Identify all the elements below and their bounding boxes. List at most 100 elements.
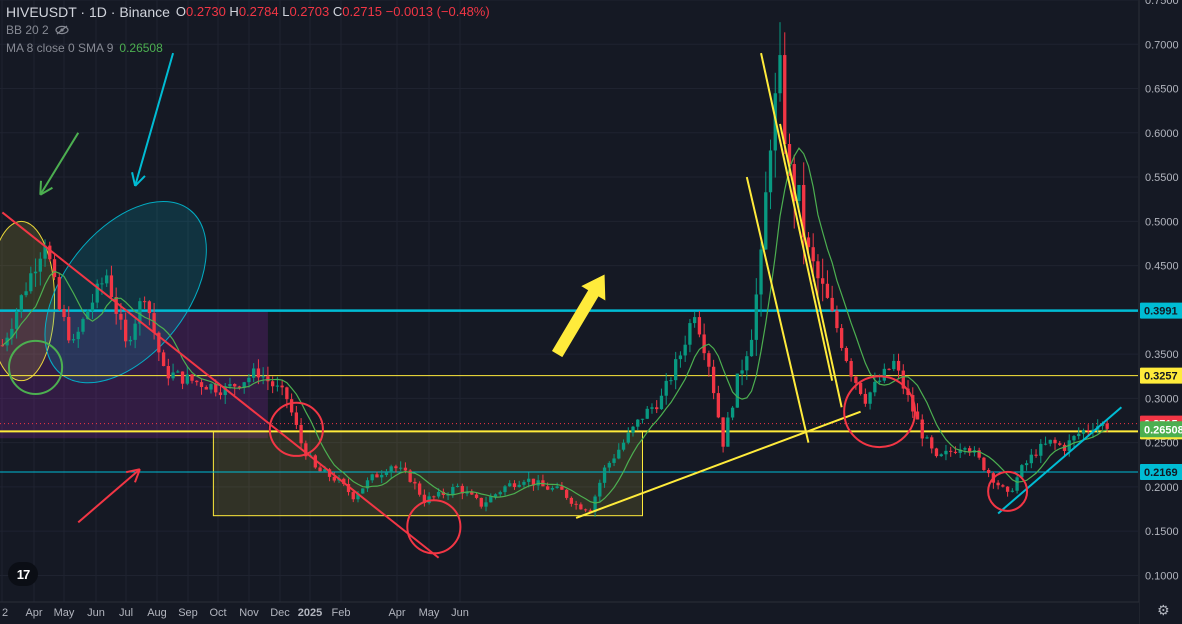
trendline: [575, 410, 861, 519]
candle-body: [877, 380, 882, 382]
candle: [204, 385, 208, 390]
gear-icon[interactable]: ⚙: [1157, 602, 1170, 618]
candle-body: [408, 470, 412, 482]
candle: [52, 253, 57, 281]
y-tick-label: 0.2000: [1145, 482, 1179, 494]
candle-body: [939, 454, 943, 457]
candle: [863, 388, 868, 407]
candle-body: [199, 382, 204, 387]
candle: [982, 456, 986, 472]
candle: [128, 336, 133, 346]
candle: [593, 494, 597, 517]
candle-body: [711, 366, 716, 394]
annotation-circle: [843, 375, 916, 449]
candle-body: [1105, 423, 1109, 429]
candle-body: [688, 323, 692, 345]
candle-body: [949, 450, 953, 452]
arrow-head: [39, 186, 53, 196]
candle: [939, 453, 943, 457]
candle-body: [868, 392, 872, 404]
candle: [1020, 463, 1024, 479]
candle-body: [1024, 463, 1029, 466]
candle-body: [583, 509, 588, 511]
candle: [503, 484, 507, 496]
y-tick-label: 0.4500: [1145, 261, 1179, 273]
candle-body: [474, 494, 479, 498]
candle: [527, 472, 531, 488]
candle-body: [365, 480, 370, 489]
annotation-circle: [406, 499, 462, 555]
candle-body: [896, 360, 901, 371]
candle: [474, 492, 479, 500]
tradingview-logo-icon[interactable]: 17: [8, 562, 38, 586]
candle-body: [555, 486, 559, 488]
candle-body: [982, 457, 986, 470]
candle-body: [327, 469, 332, 477]
candle: [636, 419, 640, 431]
candle-body: [280, 385, 284, 388]
candle-body: [958, 449, 962, 453]
candle-body: [858, 382, 863, 394]
y-tick-label: 0.5000: [1145, 216, 1179, 228]
candle-body: [294, 412, 299, 425]
y-tick-label: 0.1000: [1145, 570, 1179, 582]
candle: [105, 269, 109, 287]
candle: [930, 435, 934, 454]
candle: [247, 373, 251, 388]
candle-body: [569, 497, 574, 504]
candle-body: [740, 370, 744, 374]
candle-body: [484, 502, 488, 507]
arrow-shape: [551, 274, 606, 358]
candle: [176, 369, 180, 373]
price-badge-label: 0.3257: [1144, 371, 1178, 383]
candle-body: [702, 334, 706, 354]
candle-body: [43, 245, 47, 259]
candle: [351, 491, 355, 503]
candle: [1081, 428, 1086, 441]
candle: [1053, 437, 1057, 450]
candle-body: [745, 356, 749, 371]
candle-body: [289, 399, 294, 413]
candle-body: [730, 407, 735, 418]
candle: [953, 446, 958, 455]
candle: [299, 418, 303, 449]
candle: [754, 278, 758, 356]
candle: [602, 465, 607, 488]
candle-body: [81, 319, 85, 332]
x-tick-label: Dec: [270, 607, 290, 619]
price-badge-bg: [1140, 421, 1182, 438]
candle-body: [1053, 439, 1057, 444]
candle: [138, 297, 142, 336]
candle-body: [252, 368, 256, 378]
candle: [996, 480, 1000, 490]
candle: [659, 388, 664, 410]
candle-body: [351, 492, 355, 500]
candle-body: [882, 368, 886, 381]
candle-body: [602, 467, 607, 483]
candle-body: [636, 419, 640, 427]
candle-body: [1010, 490, 1015, 492]
candle: [569, 496, 574, 507]
candle-body: [901, 370, 905, 389]
candle: [280, 379, 284, 396]
candle: [508, 480, 512, 487]
candle-body: [152, 313, 156, 333]
candle: [270, 376, 275, 394]
arrow-head: [125, 468, 141, 474]
x-tick-label: 2: [2, 607, 8, 619]
candle: [1058, 441, 1062, 447]
candle: [171, 363, 175, 381]
candle: [664, 373, 668, 405]
candle-body: [114, 297, 118, 314]
candle-body: [493, 494, 498, 497]
candle-body: [659, 395, 664, 410]
candle-body: [915, 411, 920, 420]
candle: [256, 359, 261, 385]
candle-body: [560, 486, 564, 490]
candle: [180, 371, 185, 390]
candle-body: [223, 386, 227, 396]
candle-body: [1048, 439, 1052, 444]
trendline: [745, 176, 810, 443]
